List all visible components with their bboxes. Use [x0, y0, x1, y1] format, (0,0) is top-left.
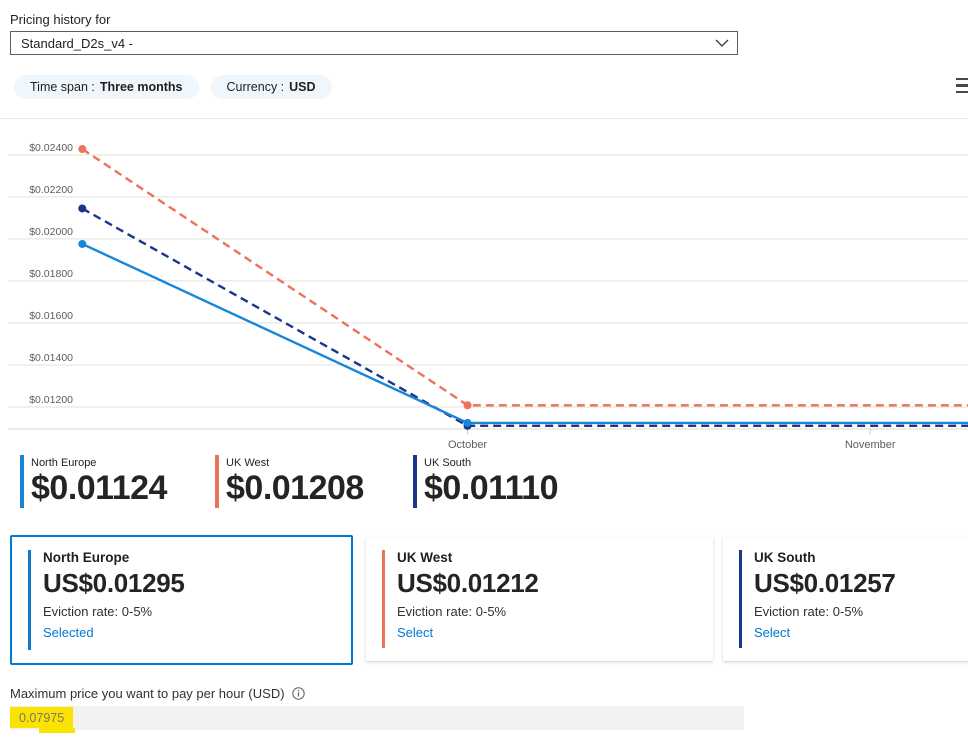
svg-text:$0.01800: $0.01800 [29, 268, 73, 280]
legend-region: UK South [424, 457, 472, 469]
max-price-label: Maximum price you want to pay per hour (… [10, 686, 285, 701]
card-price: US$0.01295 [43, 568, 185, 598]
line-chart-canvas: $0.02400 $0.02200 $0.02000 $0.01800 $0.01600… [8, 142, 968, 451]
pricing-history-chart: $0.02400 $0.02200 $0.02000 $0.01800 $0.01600… [0, 118, 968, 458]
svg-text:October: October [448, 439, 487, 451]
chart-legend: North Europe $0.01124 UK West $0.01208 U… [0, 455, 968, 517]
card-accent-bar [739, 550, 742, 648]
svg-text:$0.02000: $0.02000 [29, 226, 73, 238]
svg-text:November: November [845, 439, 896, 451]
card-price: US$0.01257 [754, 568, 896, 598]
search-highlight-tab [39, 728, 75, 733]
card-eviction-rate: Eviction rate: 0-5% [43, 604, 153, 619]
region-cards: North Europe US$0.01295 Eviction rate: 0… [0, 535, 968, 670]
legend-price: $0.01110 [424, 469, 559, 507]
selected-link[interactable]: Selected [43, 625, 94, 640]
select-link[interactable]: Select [397, 625, 434, 640]
card-eviction-rate: Eviction rate: 0-5% [397, 604, 507, 619]
hamburger-menu-icon[interactable] [956, 78, 968, 97]
search-highlight [10, 707, 73, 728]
svg-text:$0.01400: $0.01400 [29, 352, 73, 364]
card-eviction-rate: Eviction rate: 0-5% [754, 604, 864, 619]
card-price: US$0.01212 [397, 568, 539, 598]
legend-price: $0.01124 [31, 469, 167, 507]
svg-text:$0.01600: $0.01600 [29, 310, 73, 322]
max-price-value: 0.07975 [19, 711, 65, 725]
legend-swatch [20, 455, 24, 509]
info-icon[interactable] [291, 687, 305, 700]
svg-text:$0.02200: $0.02200 [29, 184, 73, 196]
currency-pill[interactable]: Currency : USD [210, 75, 332, 99]
select-link[interactable]: Select [754, 625, 791, 640]
region-card-uk-west[interactable]: UK West US$0.01212 Eviction rate: 0-5% S… [366, 537, 713, 661]
legend-price: $0.01208 [226, 469, 364, 507]
region-card-north-europe[interactable]: North Europe US$0.01295 Eviction rate: 0… [10, 535, 353, 665]
card-accent-bar [382, 550, 385, 648]
legend-region: UK West [226, 457, 270, 469]
filter-pills: Time span : Three months Currency : USD [14, 75, 332, 99]
card-region: UK West [397, 550, 453, 565]
legend-region: North Europe [31, 457, 97, 469]
region-card-uk-south[interactable]: UK South US$0.01257 Eviction rate: 0-5% … [723, 537, 968, 661]
svg-text:$0.01200: $0.01200 [29, 394, 73, 406]
vm-size-dropdown[interactable]: Standard_D2s_v4 - [10, 31, 738, 55]
legend-item-uk-west: UK West $0.01208 [215, 455, 364, 509]
legend-swatch [215, 455, 219, 509]
chevron-down-icon [715, 39, 729, 47]
legend-swatch [413, 455, 417, 509]
pricing-history-label: Pricing history for [10, 12, 111, 27]
legend-item-uk-south: UK South $0.01110 [413, 455, 559, 509]
vm-size-dropdown-value: Standard_D2s_v4 - [21, 35, 134, 51]
time-span-pill[interactable]: Time span : Three months [14, 75, 199, 99]
time-span-label: Time span : [30, 80, 95, 94]
currency-value: USD [289, 80, 316, 94]
max-price-label-row: Maximum price you want to pay per hour (… [10, 686, 305, 701]
card-accent-bar [28, 550, 31, 650]
card-region: North Europe [43, 550, 130, 565]
time-span-value: Three months [99, 80, 183, 94]
svg-text:$0.02400: $0.02400 [29, 142, 73, 154]
max-price-input[interactable]: 0.07975 [10, 706, 744, 733]
card-region: UK South [754, 550, 816, 565]
legend-item-north-europe: North Europe $0.01124 [20, 455, 167, 509]
currency-label: Currency : [226, 80, 285, 94]
